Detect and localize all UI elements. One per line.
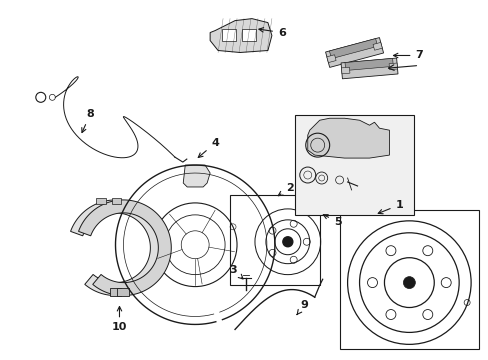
Bar bbox=[109, 288, 121, 296]
Text: 7: 7 bbox=[393, 50, 422, 60]
Text: 1: 1 bbox=[377, 200, 403, 214]
Polygon shape bbox=[307, 118, 388, 158]
Text: 10: 10 bbox=[112, 307, 127, 332]
Bar bbox=[294, 115, 413, 215]
Polygon shape bbox=[340, 58, 397, 79]
Bar bbox=[339, 210, 478, 349]
Polygon shape bbox=[325, 37, 383, 67]
Circle shape bbox=[403, 276, 414, 289]
Bar bbox=[117, 288, 129, 296]
Text: 3: 3 bbox=[229, 265, 243, 279]
Text: 8: 8 bbox=[81, 109, 94, 132]
Bar bbox=[111, 198, 121, 204]
Polygon shape bbox=[345, 58, 392, 71]
Polygon shape bbox=[70, 200, 163, 296]
Text: 5: 5 bbox=[323, 215, 341, 227]
Polygon shape bbox=[329, 39, 377, 59]
Text: 9: 9 bbox=[296, 300, 308, 315]
Bar bbox=[229, 195, 319, 285]
Polygon shape bbox=[183, 165, 210, 187]
Polygon shape bbox=[210, 19, 271, 53]
Bar bbox=[242, 28, 255, 41]
Polygon shape bbox=[388, 63, 397, 70]
Text: 4: 4 bbox=[198, 138, 219, 157]
Text: 6: 6 bbox=[259, 28, 285, 37]
Polygon shape bbox=[341, 67, 349, 74]
Polygon shape bbox=[372, 42, 382, 50]
Bar bbox=[222, 28, 236, 41]
Text: 2: 2 bbox=[278, 183, 293, 196]
Polygon shape bbox=[326, 55, 335, 63]
Circle shape bbox=[282, 237, 292, 247]
Polygon shape bbox=[79, 200, 171, 296]
Bar bbox=[95, 198, 105, 204]
